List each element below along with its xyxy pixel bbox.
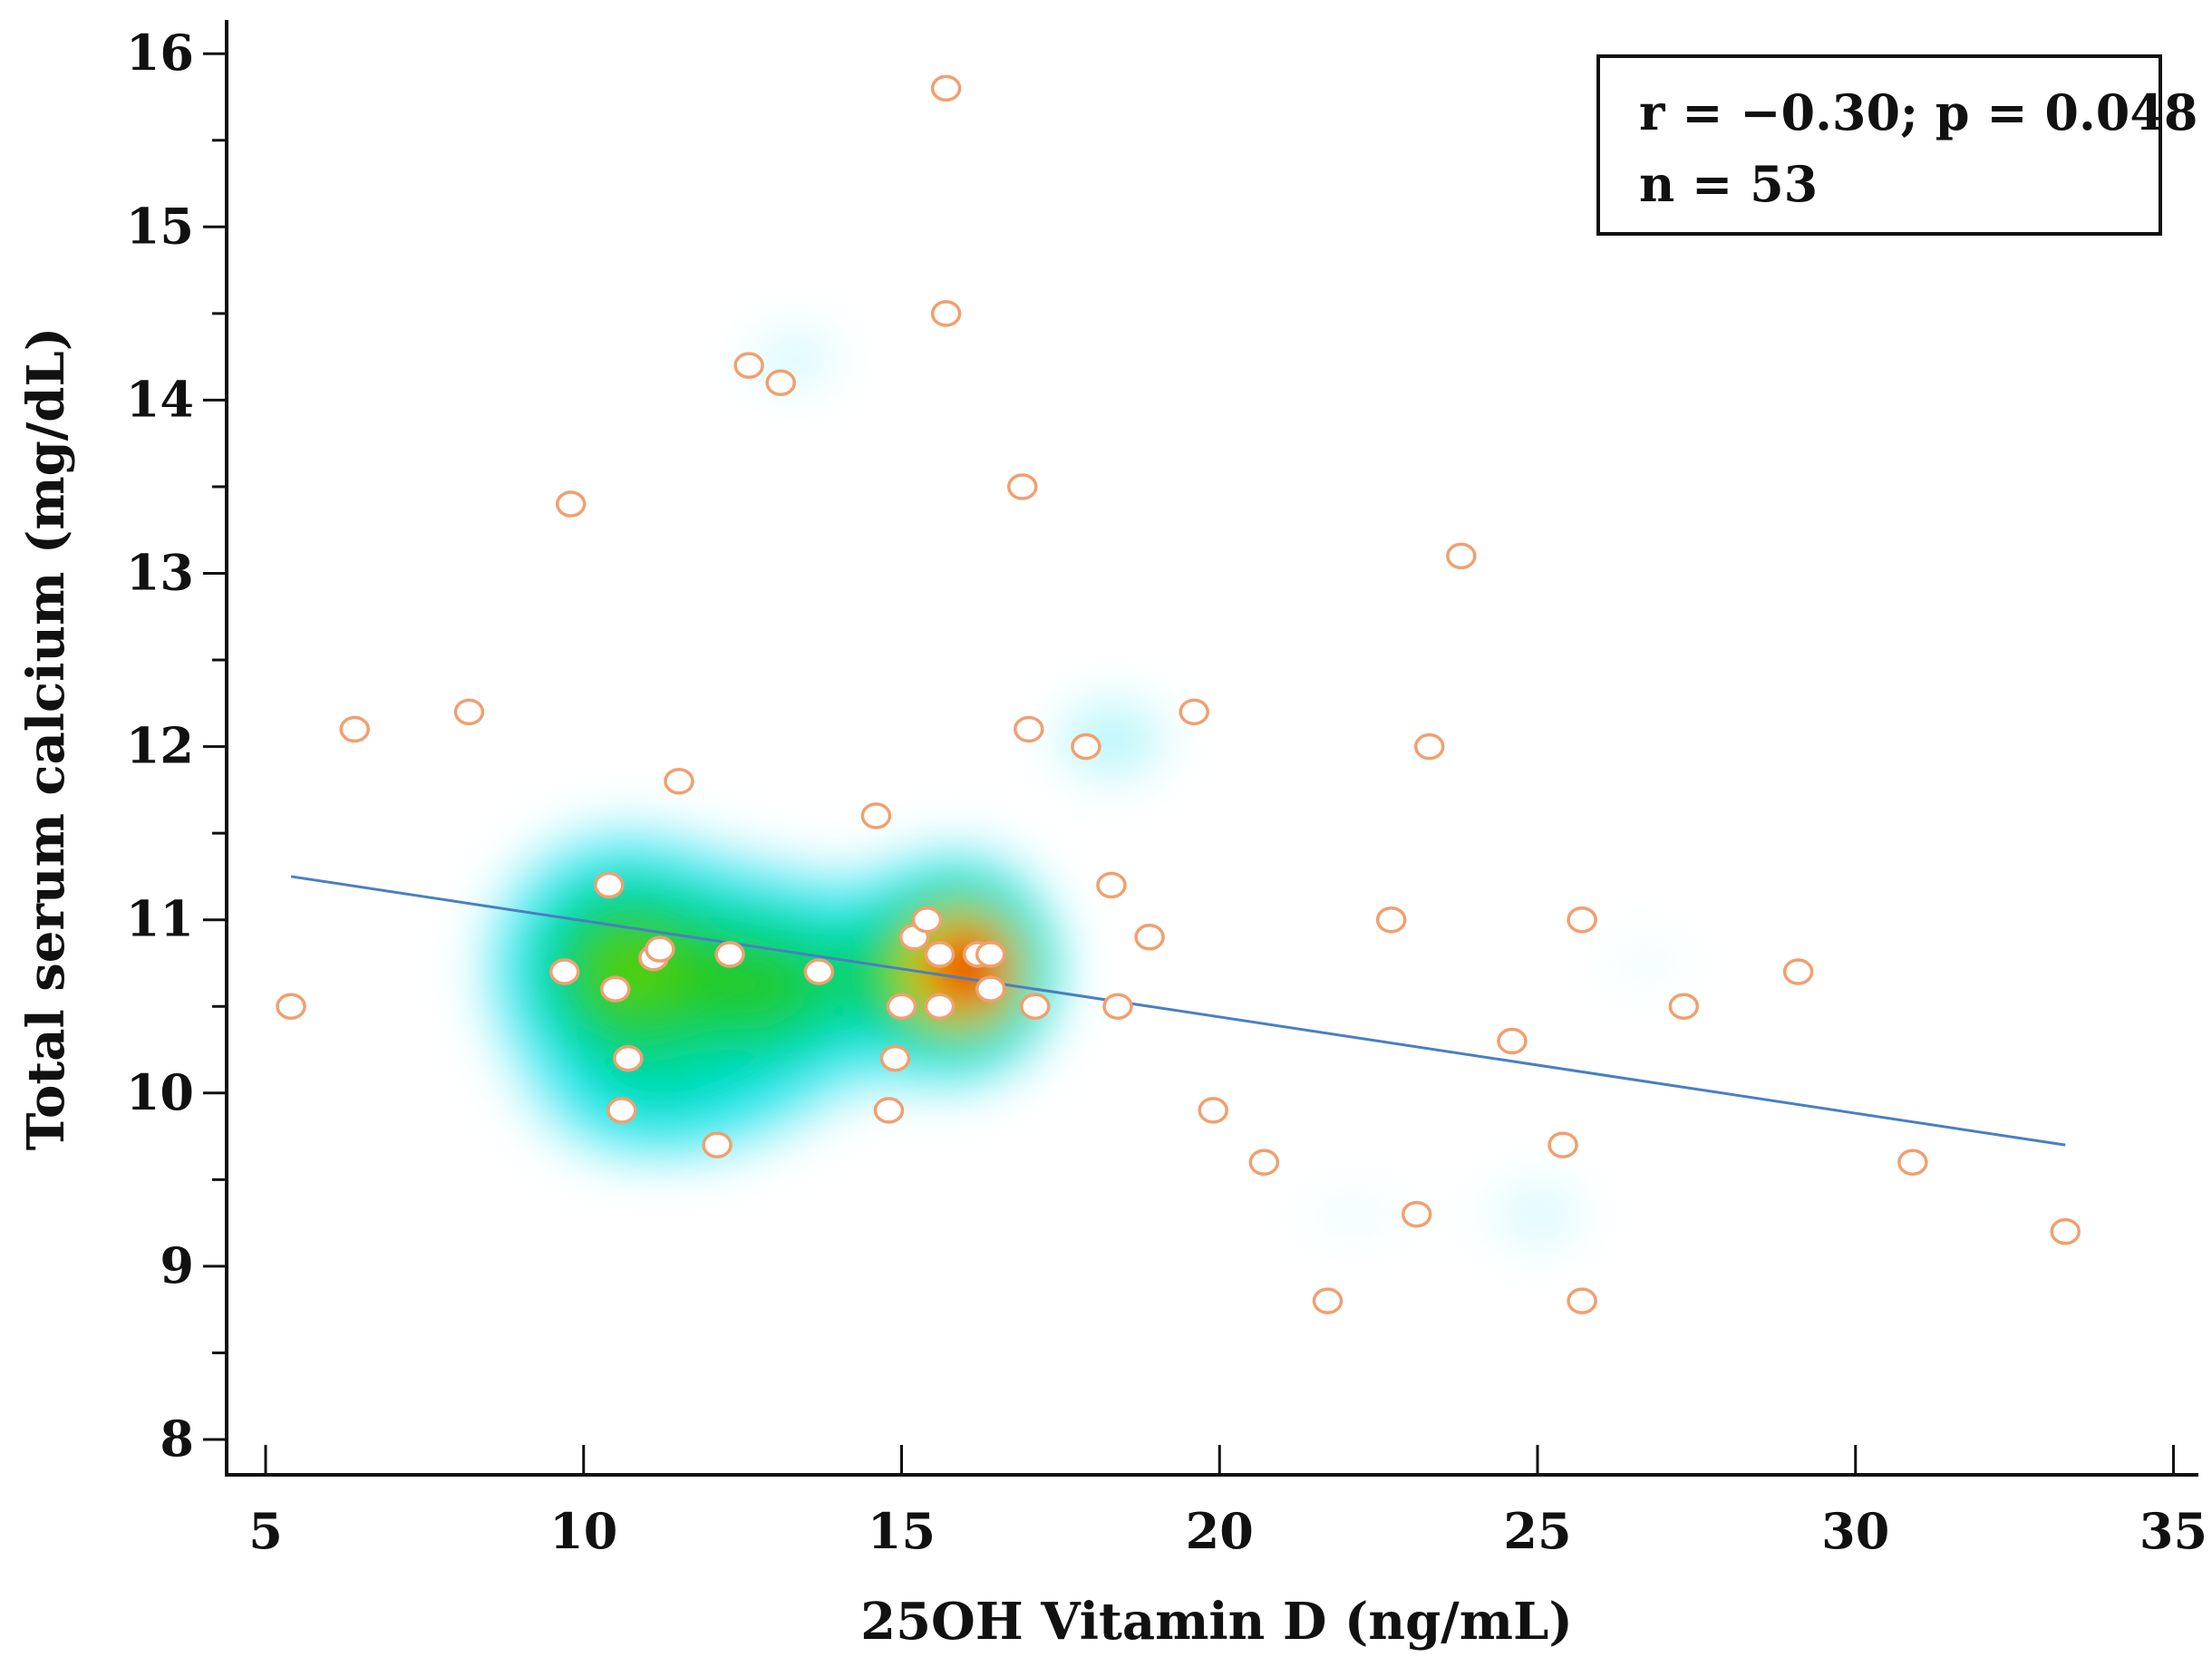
data-point — [975, 975, 1006, 1003]
regression-line — [290, 875, 2066, 1147]
x-tick-label: 25 — [1503, 1502, 1571, 1560]
data-point — [600, 975, 631, 1003]
data-point — [1567, 1287, 1597, 1314]
data-point — [606, 1097, 637, 1124]
data-point — [613, 1044, 644, 1072]
stats-correlation: r = −0.30; p = 0.048 — [1639, 83, 2198, 141]
data-point — [924, 941, 956, 968]
regression-layer — [290, 875, 2066, 1147]
data-point — [911, 906, 943, 934]
y-ticks: 8 9 10 11 12 13 14 15 16 — [126, 24, 227, 1468]
data-point — [1102, 993, 1133, 1020]
data-point — [1007, 473, 1038, 500]
data-point — [1020, 993, 1051, 1020]
y-tick-label: 11 — [126, 890, 194, 948]
data-points — [276, 74, 2081, 1314]
x-tick-label: 30 — [1821, 1502, 1889, 1560]
data-point — [975, 941, 1006, 968]
y-tick-label: 14 — [126, 370, 194, 428]
y-tick-label: 10 — [126, 1063, 194, 1121]
data-point — [2050, 1217, 2081, 1245]
y-tick-label: 13 — [126, 544, 194, 602]
data-point — [548, 958, 580, 985]
data-point — [1567, 906, 1597, 934]
data-point — [860, 802, 892, 829]
y-axis-title: Total serum calcium (mg/dL) — [16, 327, 76, 1151]
x-tick-label: 20 — [1186, 1502, 1254, 1560]
data-point — [1782, 958, 1814, 985]
data-point — [702, 1131, 732, 1158]
data-point — [276, 993, 306, 1020]
data-point — [1401, 1200, 1432, 1228]
x-tick-label: 5 — [248, 1502, 283, 1560]
data-point — [1096, 871, 1127, 899]
y-tick-label: 12 — [126, 717, 194, 775]
data-point — [1668, 993, 1700, 1020]
data-point — [664, 768, 694, 795]
stats-annotation: r = −0.30; p = 0.048 n = 53 — [1596, 54, 2198, 236]
data-point — [879, 1044, 911, 1072]
data-point — [1446, 542, 1477, 570]
data-point — [1897, 1148, 1928, 1176]
data-point — [765, 369, 796, 397]
y-tick-label: 9 — [160, 1236, 194, 1294]
data-point — [1198, 1097, 1228, 1124]
data-point — [1375, 906, 1407, 934]
data-point — [1547, 1131, 1578, 1158]
data-point — [924, 993, 956, 1020]
data-point — [886, 993, 917, 1020]
data-point — [1071, 732, 1101, 761]
data-point — [645, 935, 675, 963]
data-point — [555, 490, 587, 518]
data-point — [1497, 1027, 1528, 1055]
data-point — [339, 715, 370, 743]
data-point — [714, 941, 745, 968]
data-point — [873, 1097, 905, 1124]
data-point — [1179, 698, 1209, 726]
data-point — [733, 352, 764, 379]
data-point — [594, 871, 625, 899]
y-tick-label: 15 — [126, 197, 194, 255]
data-point — [1014, 715, 1044, 743]
x-axis-title: 25OH Vitamin D (ng/mL) — [860, 1592, 1573, 1652]
x-tick-label: 15 — [868, 1502, 936, 1560]
density-heatmap — [227, 27, 2194, 1468]
stats-box — [1596, 54, 2162, 236]
data-point — [803, 958, 835, 985]
x-ticks: 5 10 15 20 25 30 35 — [248, 1445, 2207, 1560]
data-point — [1248, 1148, 1280, 1176]
stats-sample-size: n = 53 — [1639, 155, 1818, 213]
data-point — [1134, 924, 1165, 951]
x-tick-label: 35 — [2139, 1502, 2207, 1560]
x-tick-label: 10 — [549, 1502, 617, 1560]
data-point — [1312, 1287, 1344, 1314]
data-point — [930, 300, 962, 327]
data-point — [1413, 732, 1445, 761]
data-point — [930, 74, 962, 102]
y-tick-label: 16 — [126, 24, 194, 82]
data-point — [453, 698, 485, 726]
y-tick-label: 8 — [160, 1410, 194, 1468]
